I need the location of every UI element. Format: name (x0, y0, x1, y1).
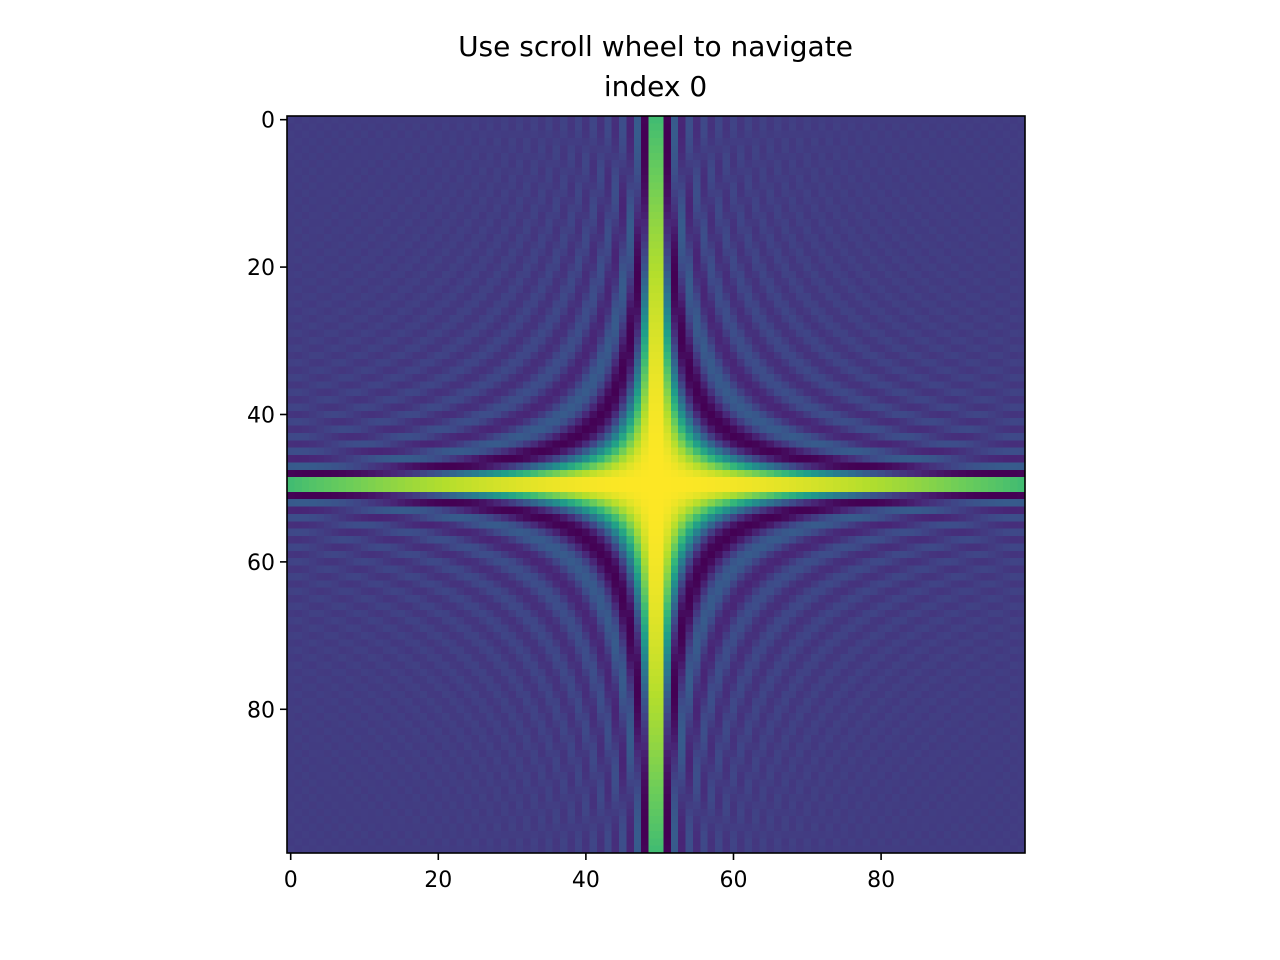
x-tick-label: 40 (572, 868, 600, 893)
y-tick-label: 0 (261, 109, 275, 134)
y-tick-label: 80 (247, 698, 275, 723)
chart-subtitle: index 0 (603, 70, 708, 103)
y-tick-label: 20 (247, 256, 275, 281)
x-tick-label: 0 (284, 868, 298, 893)
chart-title: Use scroll wheel to navigate (458, 30, 853, 63)
x-tick-label: 80 (867, 868, 895, 893)
axes-frame (286, 115, 1026, 854)
axis-ticks: 0 20 40 60 80 0 20 40 60 80 (247, 109, 895, 893)
y-tick-label: 40 (247, 403, 275, 428)
x-tick-label: 60 (719, 868, 747, 893)
heatmap-image[interactable] (287, 116, 1025, 853)
x-tick-label: 20 (424, 868, 452, 893)
y-tick-label: 60 (247, 551, 275, 576)
